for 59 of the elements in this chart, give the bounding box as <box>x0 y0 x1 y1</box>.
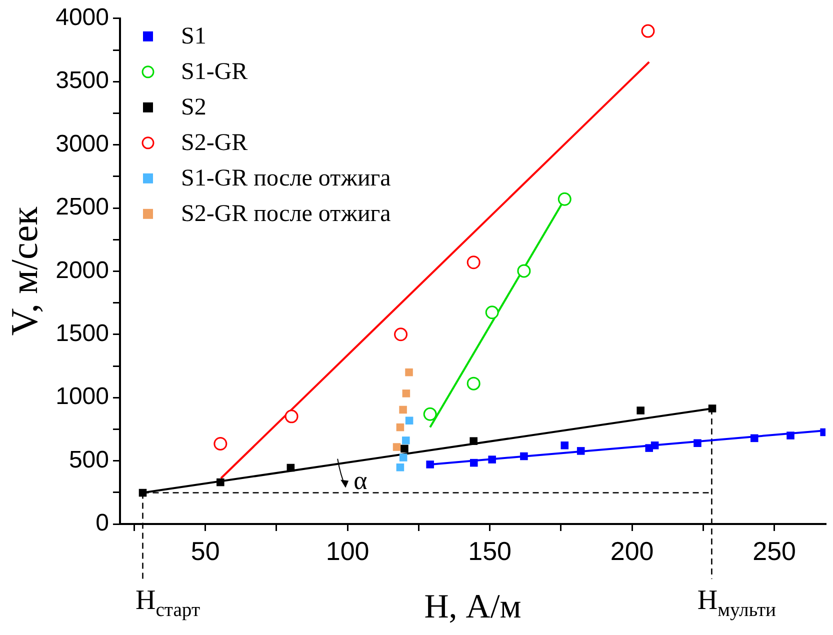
legend-label: S2 <box>180 94 206 121</box>
point <box>576 447 585 455</box>
point <box>400 444 408 453</box>
point <box>750 434 758 442</box>
x-tick-label: 100 <box>326 536 370 566</box>
point <box>650 441 659 450</box>
y-tick-label: 500 <box>68 446 109 474</box>
point <box>426 460 434 468</box>
point <box>517 264 531 278</box>
x-axis-title: H, А/м <box>424 588 522 626</box>
y-tick-label: 0 <box>96 510 109 537</box>
legend-label: S2-GR <box>180 130 248 156</box>
legend-label: S1-GR <box>180 59 248 86</box>
y-tick-label: 3500 <box>56 67 109 94</box>
y-axis-title: V, м/сек <box>4 206 46 336</box>
point <box>694 439 702 447</box>
point <box>284 410 298 424</box>
point <box>558 192 572 206</box>
x-tick-label: 250 <box>752 536 796 566</box>
point <box>786 432 794 440</box>
y-tick-label: 1500 <box>56 320 109 348</box>
y-tick-label: 2000 <box>56 256 109 284</box>
point <box>405 368 413 376</box>
point <box>485 306 499 320</box>
point <box>399 454 408 462</box>
point <box>216 478 224 486</box>
point <box>138 488 147 497</box>
point <box>399 406 407 414</box>
x-tick-label: 200 <box>610 536 654 566</box>
annotation: α <box>354 466 368 495</box>
legend-label: S1-GR после отжига <box>180 166 392 192</box>
y-tick-label: 1000 <box>56 383 109 410</box>
point <box>286 464 295 472</box>
point <box>641 24 655 38</box>
point <box>488 456 496 464</box>
y-tick-label: 3000 <box>56 130 109 158</box>
point <box>392 443 401 451</box>
point <box>466 376 480 390</box>
x-tick-label: 150 <box>468 536 512 566</box>
point <box>470 437 478 445</box>
point <box>423 407 437 421</box>
y-tick-label: 4000 <box>56 4 109 32</box>
point <box>402 390 410 398</box>
point <box>405 416 414 424</box>
point <box>396 463 404 472</box>
point <box>708 404 716 412</box>
point <box>402 436 410 444</box>
point <box>466 256 480 270</box>
legend-label: S1 <box>180 24 206 50</box>
point <box>394 328 408 342</box>
point <box>396 423 404 432</box>
legend-label: S2-GR после отжига <box>180 201 392 228</box>
point <box>214 436 228 450</box>
point <box>560 441 569 450</box>
point <box>636 406 644 414</box>
y-tick-label: 2500 <box>56 194 109 221</box>
x-tick-label: 50 <box>190 536 220 566</box>
point <box>470 458 478 467</box>
point <box>520 452 528 460</box>
